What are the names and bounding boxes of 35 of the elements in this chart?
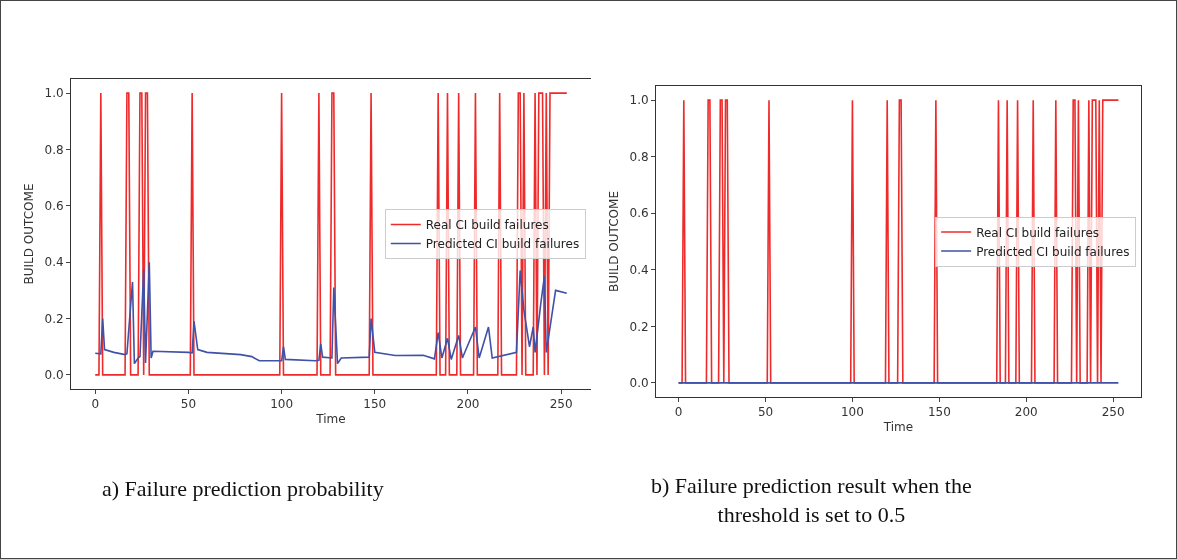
- y-tick-label: 1.0: [44, 86, 64, 101]
- y-tick-label: 0.6: [44, 199, 64, 214]
- legend-label: Predicted CI build failures: [976, 244, 1130, 259]
- y-axis-title: BUILD OUTCOME: [21, 183, 36, 285]
- x-tick-label: 200: [1014, 405, 1038, 420]
- x-tick-label: 0: [674, 405, 683, 420]
- y-tick-label: 0.0: [629, 376, 649, 391]
- x-axis-title: Time: [882, 420, 914, 435]
- x-tick-label: 150: [363, 397, 387, 412]
- y-tick-label: 0.2: [629, 319, 649, 334]
- x-tick-label: 200: [456, 397, 480, 412]
- line-series: [94, 261, 568, 365]
- x-tick-label: 250: [549, 397, 573, 412]
- text: b) Failure prediction result when the threshold is set to 0.5: [651, 473, 972, 527]
- legend-label: Real CI build failures: [425, 218, 549, 233]
- y-tick-label: 0.6: [629, 206, 649, 221]
- y-tick-label: 0.8: [44, 142, 64, 157]
- x-axis-title: Time: [315, 412, 346, 427]
- y-axis-title: BUILD OUTCOME: [606, 191, 621, 292]
- x-tick-label: 100: [270, 397, 294, 412]
- x-tick-label: 250: [1101, 405, 1125, 420]
- x-tick-label: 150: [927, 405, 951, 420]
- y-tick-label: 0.4: [44, 255, 64, 270]
- y-tick-label: 0.8: [629, 149, 649, 164]
- y-tick-label: 0.4: [629, 262, 649, 277]
- x-tick-label: 50: [757, 405, 774, 420]
- x-tick-label: 0: [91, 397, 100, 412]
- x-tick-label: 100: [840, 405, 864, 420]
- y-tick-label: 1.0: [629, 93, 649, 108]
- y-tick-label: 0.0: [44, 368, 64, 383]
- legend-label: Predicted CI build failures: [425, 237, 580, 252]
- x-tick-label: 50: [180, 397, 197, 412]
- y-tick-label: 0.2: [44, 311, 64, 326]
- text: a) Failure prediction probability: [102, 476, 384, 501]
- legend-label: Real CI build failures: [976, 225, 1100, 240]
